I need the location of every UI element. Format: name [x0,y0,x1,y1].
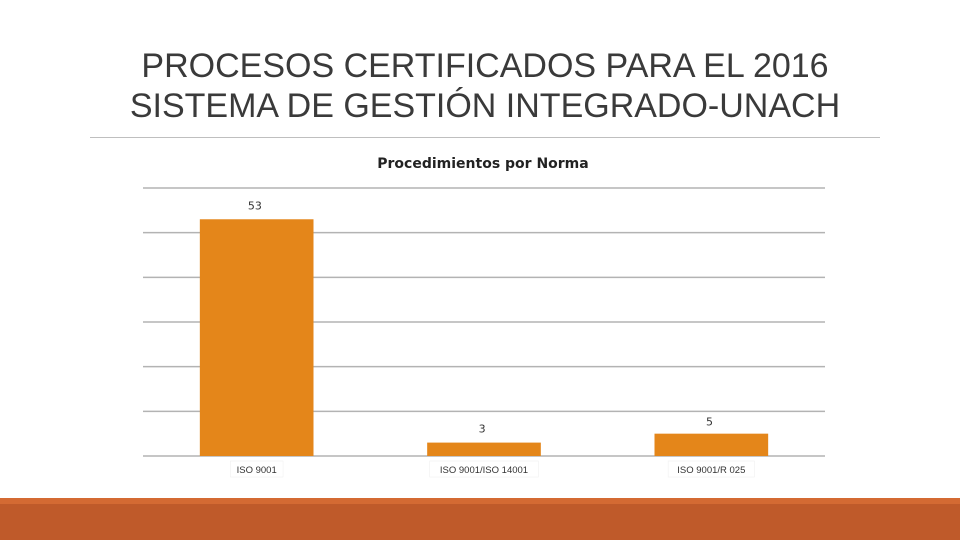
bar-3 [654,433,769,456]
bar-1 [199,219,314,456]
slide-title-line-1: PROCESOS CERTIFICADOS PARA EL 2016 [141,47,829,85]
data-label-1: 53 [248,199,262,212]
data-label-3: 5 [706,416,713,429]
category-label-3: ISO 9001/R 025 [677,465,745,476]
category-label-bg-3 [667,460,755,478]
title-divider [90,137,880,138]
chart-title: Procedimientos por Norma [377,156,589,172]
bar-chart: 53 ISO 9001 3 ISO 9001/ISO 14001 5 ISO 9001/R… [143,187,825,478]
category-label-1: ISO 9001 [237,465,277,476]
slide-title-line-2: SISTEMA DE GESTIÓN INTEGRADO-UNACH [129,87,841,125]
category-label-2: ISO 9001/ISO 14001 [440,465,528,476]
footer-band-highlight [0,498,960,504]
category-label-bg-1 [230,460,284,478]
bar-2 [427,442,541,456]
data-label-2: 3 [479,423,486,436]
slide-title: PROCESOS CERTIFICADOS PARA EL 2016 SISTE… [90,46,880,126]
footer-band [0,498,960,540]
category-label-bg-2 [429,460,539,478]
